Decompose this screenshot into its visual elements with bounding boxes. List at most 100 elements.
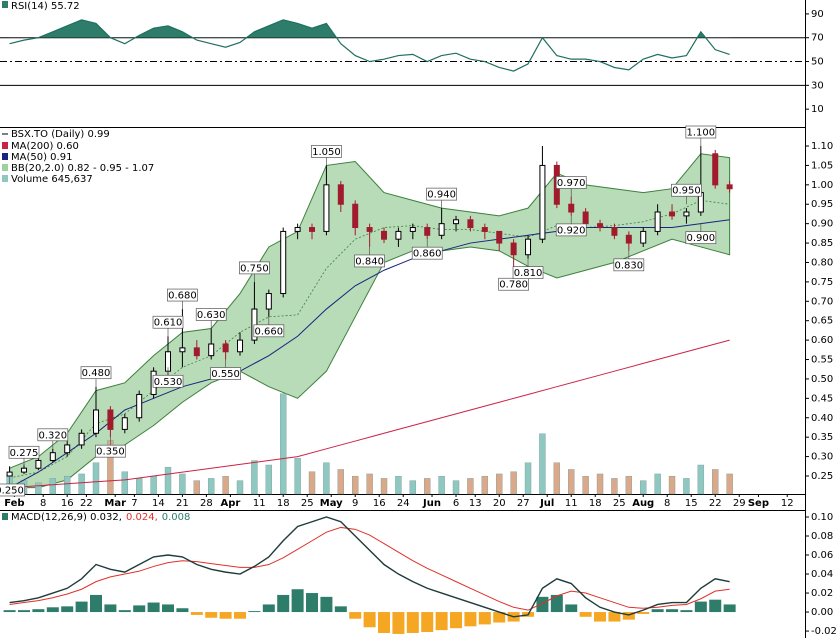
y-tick-label: 1.05 xyxy=(811,160,833,171)
candle-body xyxy=(640,230,647,244)
y-tick-label: 0.80 xyxy=(811,257,833,268)
x-tick-label: 16 xyxy=(373,498,386,509)
annotation-label: 0.750 xyxy=(240,263,269,274)
x-tick-label: Jul xyxy=(539,498,554,509)
volume-bar xyxy=(395,475,402,495)
candle-body xyxy=(78,432,85,446)
x-tick-label: 24 xyxy=(397,498,410,509)
x-tick-label: 29 xyxy=(733,498,746,509)
candle-body xyxy=(93,409,100,434)
panel-title: BSX.TO (Daily) 0.99 xyxy=(11,129,110,140)
x-tick-label: Feb xyxy=(4,498,24,509)
candle-body xyxy=(35,459,42,469)
y-tick-label: 50 xyxy=(811,57,824,68)
annotation-box xyxy=(671,183,702,197)
histogram-bar xyxy=(262,604,275,613)
volume-bar xyxy=(78,473,85,495)
annotation-label: 0.550 xyxy=(211,369,240,380)
x-tick-label: 9 xyxy=(352,498,358,509)
histogram-bar xyxy=(536,596,549,613)
candle-body xyxy=(49,452,56,461)
histogram-bar xyxy=(147,602,160,613)
x-tick-label: 22 xyxy=(80,498,93,509)
y-tick-label: 0.00 xyxy=(811,607,833,618)
histogram-bar xyxy=(334,606,347,613)
histogram-bar xyxy=(666,609,679,613)
y-tick-label: 10 xyxy=(811,104,824,115)
annotation-box xyxy=(685,231,717,245)
volume-bar xyxy=(712,469,719,495)
x-tick-label: 13 xyxy=(469,498,482,509)
x-tick-label: 11 xyxy=(565,498,578,509)
volume-bar xyxy=(726,473,733,495)
volume-bar xyxy=(136,478,143,495)
x-tick-label: 8 xyxy=(40,498,46,509)
volume-bar xyxy=(337,469,345,495)
histogram-bar xyxy=(176,608,189,613)
candle-body xyxy=(539,164,546,240)
histogram-bar xyxy=(594,612,607,622)
volume-bar xyxy=(640,480,647,495)
volume-bar xyxy=(452,480,460,495)
candle-body xyxy=(294,227,301,232)
histogram-bar xyxy=(723,604,736,613)
volume-bar xyxy=(611,478,618,495)
legend-label: BB(20,2.0) 0.82 - 0.95 - 1.07 xyxy=(11,163,154,174)
annotation-label: 0.780 xyxy=(499,280,528,291)
x-tick-label: Sep xyxy=(748,498,769,509)
x-tick-label: Jun xyxy=(422,498,441,509)
histogram-bar xyxy=(277,594,290,613)
volume-bar xyxy=(539,433,546,495)
annotation-box xyxy=(426,187,457,201)
annotation-label: 0.610 xyxy=(154,318,183,329)
x-tick-label: 6 xyxy=(453,498,459,509)
candle-body xyxy=(409,227,416,232)
macd-line xyxy=(9,516,730,618)
candle-body xyxy=(337,184,344,205)
volume-bar xyxy=(265,464,273,495)
y-tick-label: 0.45 xyxy=(811,393,833,404)
x-tick-label: 25 xyxy=(613,498,626,509)
volume-bar xyxy=(654,473,661,495)
histogram-bar xyxy=(392,612,405,634)
histogram-bar xyxy=(90,594,103,613)
legend-label: Volume 645,637 xyxy=(11,174,93,185)
candle-body xyxy=(237,339,244,353)
annotation-box xyxy=(37,428,69,442)
volume-bar xyxy=(323,462,330,495)
annotation-label: 0.350 xyxy=(96,447,125,458)
histogram-bar xyxy=(464,612,477,627)
x-tick-label: 15 xyxy=(685,498,698,509)
candle-body xyxy=(525,238,532,256)
volume-bar xyxy=(222,475,229,495)
annotation-label: 1.100 xyxy=(687,128,716,139)
volume-bar xyxy=(510,471,517,495)
volume-bar xyxy=(308,471,316,495)
y-tick-label: 0.02 xyxy=(811,588,833,599)
volume-bar xyxy=(596,473,604,495)
annotation-label: 0.830 xyxy=(615,260,644,271)
histogram-bar xyxy=(406,612,419,633)
volume-bar xyxy=(438,475,445,495)
y-tick-label: 0.75 xyxy=(811,277,833,288)
candle-body xyxy=(121,417,128,430)
y-tick-label: 0.90 xyxy=(811,219,833,230)
histogram-bar xyxy=(248,611,261,613)
candle-body xyxy=(381,230,388,240)
histogram-bar xyxy=(306,593,319,613)
volume-bar xyxy=(179,473,186,495)
y-tick-label: 0.85 xyxy=(811,238,833,249)
histogram-bar xyxy=(363,612,376,628)
y-tick-label: 0.06 xyxy=(811,550,833,561)
legend-label: MA(50) 0.91 xyxy=(11,152,72,163)
histogram-bar xyxy=(565,604,578,613)
x-tick-label: 28 xyxy=(200,498,213,509)
histogram-bar xyxy=(61,606,74,613)
volume-bar xyxy=(150,475,157,495)
histogram-bar xyxy=(133,605,146,613)
candle-body xyxy=(438,223,445,236)
y-tick-label: 0.55 xyxy=(811,355,833,366)
candle-body xyxy=(597,223,604,229)
annotation-box xyxy=(8,445,40,459)
volume-bar xyxy=(352,475,359,495)
